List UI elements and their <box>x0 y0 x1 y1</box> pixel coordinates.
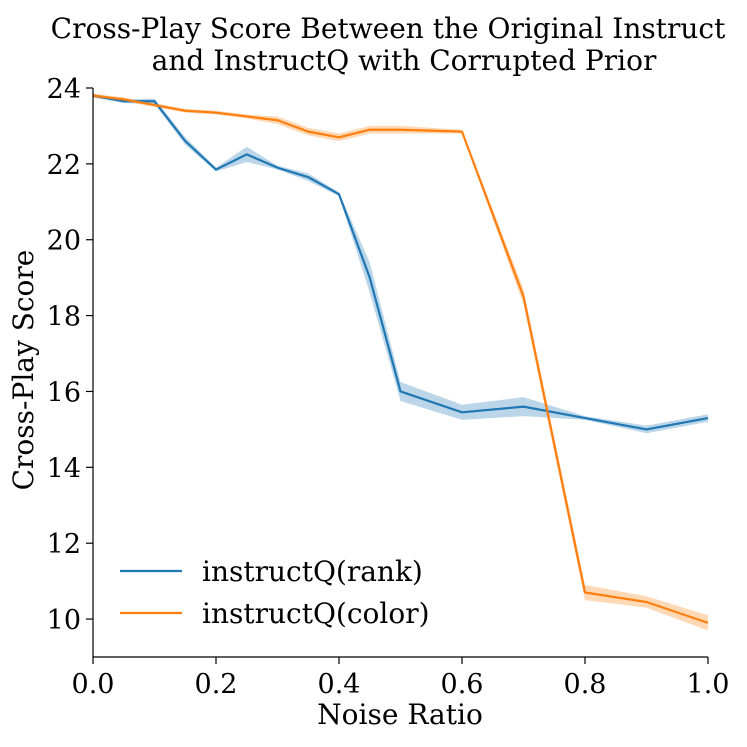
legend-label: instructQ(rank) <box>202 555 423 588</box>
chart-title-line-1: Cross-Play Score Between the Original In… <box>51 12 726 45</box>
series-1-band <box>93 93 708 631</box>
x-axis-label: Noise Ratio <box>317 698 483 731</box>
x-tick-label: 1.0 <box>687 669 730 700</box>
legend: instructQ(rank) instructQ(color) <box>120 555 430 630</box>
plot-area <box>92 93 709 631</box>
series-lines <box>92 94 709 624</box>
x-axis-ticks: 0.0 0.2 0.4 0.6 0.8 1.0 <box>72 657 730 700</box>
legend-label: instructQ(color) <box>202 597 430 630</box>
y-tick-label: 18 <box>47 302 81 333</box>
series-0-band <box>93 93 708 434</box>
y-tick-label: 12 <box>47 529 81 560</box>
y-tick-label: 14 <box>47 453 81 484</box>
y-axis-label: Cross-Play Score <box>7 250 40 491</box>
y-tick-label: 20 <box>47 226 81 257</box>
x-tick-label: 0.4 <box>318 669 361 700</box>
y-tick-label: 10 <box>47 605 81 636</box>
y-axis-ticks: 10 12 14 16 18 20 22 24 <box>47 74 93 636</box>
y-tick-label: 16 <box>47 377 81 408</box>
x-tick-label: 0.6 <box>441 669 484 700</box>
series-0-line <box>92 94 709 431</box>
x-tick-label: 0.8 <box>564 669 607 700</box>
y-tick-label: 22 <box>47 150 81 181</box>
x-tick-label: 0.0 <box>72 669 115 700</box>
confidence-bands <box>93 93 708 631</box>
y-tick-label: 24 <box>47 74 81 105</box>
series-1-line <box>92 94 709 624</box>
chart-title-line-2: and InstructQ with Corrupted Prior <box>152 44 657 77</box>
x-tick-label: 0.2 <box>195 669 238 700</box>
